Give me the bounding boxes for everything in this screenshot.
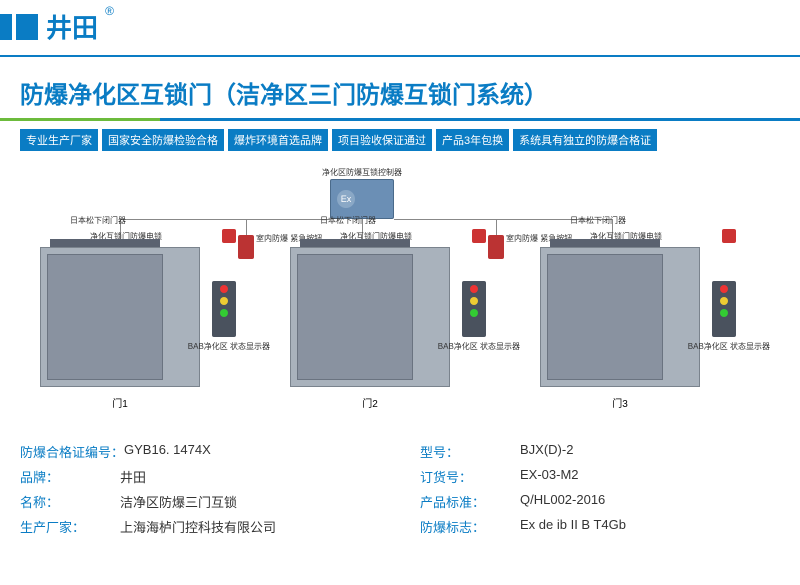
page-title: 防爆净化区互锁门（洁净区三门防爆互锁门系统） bbox=[0, 57, 800, 118]
spec-val: 上海海栌门控科技有限公司 bbox=[120, 517, 276, 536]
spec-val: GYB16. 1474X bbox=[124, 442, 211, 461]
lock-bar bbox=[50, 239, 160, 247]
spec-val: EX-03-M2 bbox=[520, 467, 579, 486]
tag: 系统具有独立的防爆合格证 bbox=[513, 129, 657, 151]
tag-row: 专业生产厂家 国家安全防爆检验合格 爆炸环境首选品牌 项目验收保证通过 产品3年… bbox=[0, 121, 800, 159]
tag: 国家安全防爆检验合格 bbox=[102, 129, 224, 151]
release-label: 日本松下闭门器 bbox=[570, 215, 626, 226]
door-frame bbox=[540, 247, 700, 387]
status-label: BAB净化区 状态显示器 bbox=[688, 341, 770, 352]
tag: 项目验收保证通过 bbox=[332, 129, 432, 151]
led-red bbox=[470, 285, 478, 293]
led-yellow bbox=[720, 297, 728, 305]
spec-key: 名称： bbox=[20, 492, 120, 511]
spec-row: 产品标准：Q/HL002-2016 bbox=[420, 489, 780, 514]
wire bbox=[496, 219, 497, 235]
controller-box: Ex bbox=[330, 179, 394, 219]
tag: 产品3年包换 bbox=[436, 129, 509, 151]
ex-badge: Ex bbox=[337, 190, 355, 208]
status-panel bbox=[462, 281, 486, 337]
tag: 爆炸环境首选品牌 bbox=[228, 129, 328, 151]
header: 井田 ® bbox=[0, 0, 800, 53]
alarm-box bbox=[472, 229, 486, 243]
spec-val: Q/HL002-2016 bbox=[520, 492, 605, 511]
spec-val: 井田 bbox=[120, 467, 146, 486]
spec-key: 订货号： bbox=[420, 467, 520, 486]
emergency-button bbox=[238, 235, 254, 259]
status-panel bbox=[212, 281, 236, 337]
spec-val: 洁净区防爆三门互锁 bbox=[120, 492, 237, 511]
led-yellow bbox=[220, 297, 228, 305]
registered-mark: ® bbox=[105, 4, 114, 18]
door-panel bbox=[297, 254, 413, 380]
brand-name: 井田 ® bbox=[46, 8, 98, 45]
wire bbox=[246, 219, 247, 235]
lock-bar bbox=[300, 239, 410, 247]
door-frame bbox=[40, 247, 200, 387]
door-panel bbox=[547, 254, 663, 380]
led-green bbox=[720, 309, 728, 317]
logo-accent bbox=[0, 14, 12, 40]
door-name: 门1 bbox=[40, 395, 200, 410]
spec-val: BJX(D)-2 bbox=[520, 442, 573, 461]
status-label: BAB净化区 状态显示器 bbox=[438, 341, 520, 352]
status-panel bbox=[712, 281, 736, 337]
spec-col-right: 型号：BJX(D)-2 订货号：EX-03-M2 产品标准：Q/HL002-20… bbox=[420, 439, 780, 539]
controller-label: 净化区防爆互锁控制器 bbox=[322, 167, 402, 178]
led-yellow bbox=[470, 297, 478, 305]
system-diagram: 净化区防爆互锁控制器 Ex 室内防爆 紧急按钮 室内防爆 紧急按钮 日本松下闭门… bbox=[20, 169, 780, 419]
led-green bbox=[470, 309, 478, 317]
door-3: BAB净化区 状态显示器 门3 bbox=[540, 247, 700, 419]
spec-row: 生产厂家：上海海栌门控科技有限公司 bbox=[20, 514, 380, 539]
door-2: BAB净化区 状态显示器 门2 bbox=[290, 247, 450, 419]
door-1: BAB净化区 状态显示器 门1 bbox=[40, 247, 200, 419]
door-name: 门2 bbox=[290, 395, 450, 410]
spec-row: 防爆标志：Ex de ib II B T4Gb bbox=[420, 514, 780, 539]
logo-accent bbox=[16, 14, 38, 40]
spec-key: 防爆合格证编号： bbox=[20, 442, 124, 461]
spec-row: 品牌：井田 bbox=[20, 464, 380, 489]
door-frame bbox=[290, 247, 450, 387]
door-panel bbox=[47, 254, 163, 380]
led-red bbox=[720, 285, 728, 293]
release-label: 日本松下闭门器 bbox=[70, 215, 126, 226]
alarm-box bbox=[222, 229, 236, 243]
spec-key: 品牌： bbox=[20, 467, 120, 486]
release-label: 日本松下闭门器 bbox=[320, 215, 376, 226]
led-green bbox=[220, 309, 228, 317]
brand-text: 井田 bbox=[46, 13, 98, 43]
spec-row: 防爆合格证编号：GYB16. 1474X bbox=[20, 439, 380, 464]
spec-col-left: 防爆合格证编号：GYB16. 1474X 品牌：井田 名称：洁净区防爆三门互锁 … bbox=[20, 439, 380, 539]
wire bbox=[120, 219, 330, 220]
spec-key: 产品标准： bbox=[420, 492, 520, 511]
spec-key: 防爆标志： bbox=[420, 517, 520, 536]
tag: 专业生产厂家 bbox=[20, 129, 98, 151]
door-name: 门3 bbox=[540, 395, 700, 410]
emergency-button bbox=[488, 235, 504, 259]
spec-row: 订货号：EX-03-M2 bbox=[420, 464, 780, 489]
lock-bar bbox=[550, 239, 660, 247]
spec-val: Ex de ib II B T4Gb bbox=[520, 517, 626, 536]
spec-table: 防爆合格证编号：GYB16. 1474X 品牌：井田 名称：洁净区防爆三门互锁 … bbox=[0, 429, 800, 549]
spec-key: 型号： bbox=[420, 442, 520, 461]
spec-key: 生产厂家： bbox=[20, 517, 120, 536]
spec-row: 名称：洁净区防爆三门互锁 bbox=[20, 489, 380, 514]
title-underline bbox=[0, 118, 800, 121]
spec-row: 型号：BJX(D)-2 bbox=[420, 439, 780, 464]
led-red bbox=[220, 285, 228, 293]
alarm-box bbox=[722, 229, 736, 243]
status-label: BAB净化区 状态显示器 bbox=[188, 341, 270, 352]
